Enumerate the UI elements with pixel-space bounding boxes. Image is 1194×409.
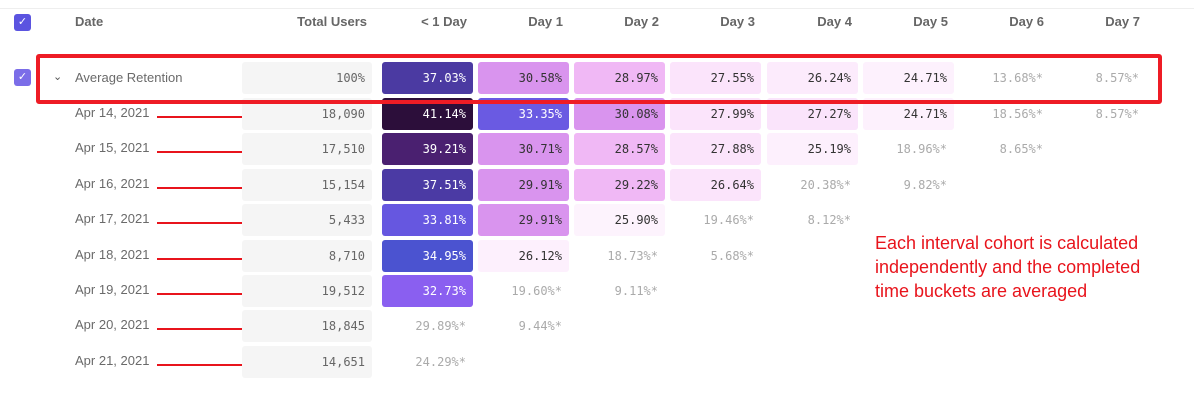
header-date[interactable]: Date xyxy=(75,14,104,29)
retention-cell[interactable]: 26.12% xyxy=(478,239,569,272)
retention-cell[interactable]: 24.71% xyxy=(863,62,954,94)
header-bucket[interactable]: Day 4 xyxy=(817,14,852,29)
top-divider xyxy=(0,8,1194,9)
retention-cell[interactable]: 19.60%* xyxy=(511,284,562,298)
header-total-users[interactable]: Total Users xyxy=(297,14,367,29)
retention-cell[interactable]: 26.24% xyxy=(767,62,858,94)
retention-cell[interactable]: 8.65%* xyxy=(999,142,1043,157)
retention-cell[interactable]: 9.11%* xyxy=(614,284,658,298)
retention-cell[interactable]: 8.57%* xyxy=(1095,107,1139,121)
retention-cell[interactable]: 29.91% xyxy=(478,168,569,201)
cohort-total-users: 19,512 xyxy=(242,275,372,307)
retention-cell[interactable]: 28.57% xyxy=(574,133,665,166)
header-bucket[interactable]: Day 1 xyxy=(528,14,563,29)
retention-cell[interactable]: 27.55% xyxy=(670,62,761,94)
average-total: 100% xyxy=(242,62,372,94)
retention-cell[interactable]: 37.03% xyxy=(382,62,473,94)
retention-cell[interactable]: 37.51% xyxy=(382,168,473,201)
header-bucket[interactable]: Day 5 xyxy=(913,14,948,29)
header-bucket[interactable]: Day 7 xyxy=(1105,14,1140,29)
retention-cell[interactable]: 24.29%* xyxy=(415,354,466,369)
cohort-total-users: 18,845 xyxy=(242,310,372,343)
retention-cell[interactable]: 33.81% xyxy=(382,204,473,237)
cohort-total-users: 8,710 xyxy=(242,239,372,272)
retention-cell[interactable]: 18.96%* xyxy=(896,142,947,157)
retention-cell[interactable]: 26.64% xyxy=(670,168,761,201)
retention-cell[interactable]: 5.68%* xyxy=(710,248,754,263)
cohort-date: Apr 16, 2021 xyxy=(75,175,150,191)
cohort-total-users: 17,510 xyxy=(242,133,372,166)
cohort-date: Apr 19, 2021 xyxy=(75,282,150,297)
retention-cell[interactable]: 30.71% xyxy=(478,133,569,166)
retention-cell[interactable]: 29.91% xyxy=(478,204,569,237)
check-icon: ✓ xyxy=(17,71,28,83)
retention-cell[interactable]: 18.73%* xyxy=(607,248,658,263)
retention-cell[interactable]: 34.95% xyxy=(382,239,473,272)
retention-cell[interactable]: 19.46%* xyxy=(703,213,754,228)
retention-cell[interactable]: 39.21% xyxy=(382,133,473,166)
cohort-total-users: 14,651 xyxy=(242,345,372,378)
cohort-date: Apr 18, 2021 xyxy=(75,246,150,262)
average-row-checkbox[interactable]: ✓ xyxy=(14,69,31,86)
cohort-date: Apr 17, 2021 xyxy=(75,211,150,227)
check-icon: ✓ xyxy=(17,16,28,28)
cohort-date: Apr 15, 2021 xyxy=(75,140,150,156)
retention-cell[interactable]: 25.19% xyxy=(767,133,858,166)
cohort-total-users: 5,433 xyxy=(242,204,372,237)
annotation-text: Each interval cohort is calculated indep… xyxy=(875,233,1141,301)
retention-cell[interactable]: 9.82%* xyxy=(903,177,947,192)
cohort-date: Apr 21, 2021 xyxy=(75,352,150,368)
header-bucket[interactable]: Day 3 xyxy=(720,14,755,29)
header-bucket[interactable]: < 1 Day xyxy=(421,14,467,29)
cohort-total-users: 15,154 xyxy=(242,168,372,201)
retention-cell[interactable]: 30.58% xyxy=(478,62,569,94)
cohort-date: Apr 20, 2021 xyxy=(75,317,150,333)
select-all-checkbox[interactable]: ✓ xyxy=(14,14,31,31)
header-bucket[interactable]: Day 2 xyxy=(624,14,659,29)
retention-cell[interactable]: 13.68%* xyxy=(992,71,1043,85)
retention-cell[interactable]: 20.38%* xyxy=(800,177,851,192)
retention-cell[interactable]: 27.88% xyxy=(670,133,761,166)
average-retention-label: Average Retention xyxy=(75,70,183,85)
retention-cell[interactable]: 29.89%* xyxy=(415,319,466,334)
retention-cell[interactable]: 8.12%* xyxy=(807,213,851,228)
retention-cell[interactable]: 32.73% xyxy=(382,275,473,307)
retention-cell[interactable]: 29.22% xyxy=(574,168,665,201)
chevron-down-icon[interactable]: ⌄ xyxy=(53,71,63,83)
highlight-box xyxy=(36,54,1162,104)
retention-cell[interactable]: 9.44%* xyxy=(518,319,562,334)
retention-cell[interactable]: 8.57%* xyxy=(1095,71,1139,85)
header-bucket[interactable]: Day 6 xyxy=(1009,14,1044,29)
retention-cell[interactable]: 18.56%* xyxy=(992,107,1043,121)
retention-cell[interactable]: 28.97% xyxy=(574,62,665,94)
retention-cell[interactable]: 25.90% xyxy=(574,204,665,237)
cohort-date: Apr 14, 2021 xyxy=(75,105,150,120)
